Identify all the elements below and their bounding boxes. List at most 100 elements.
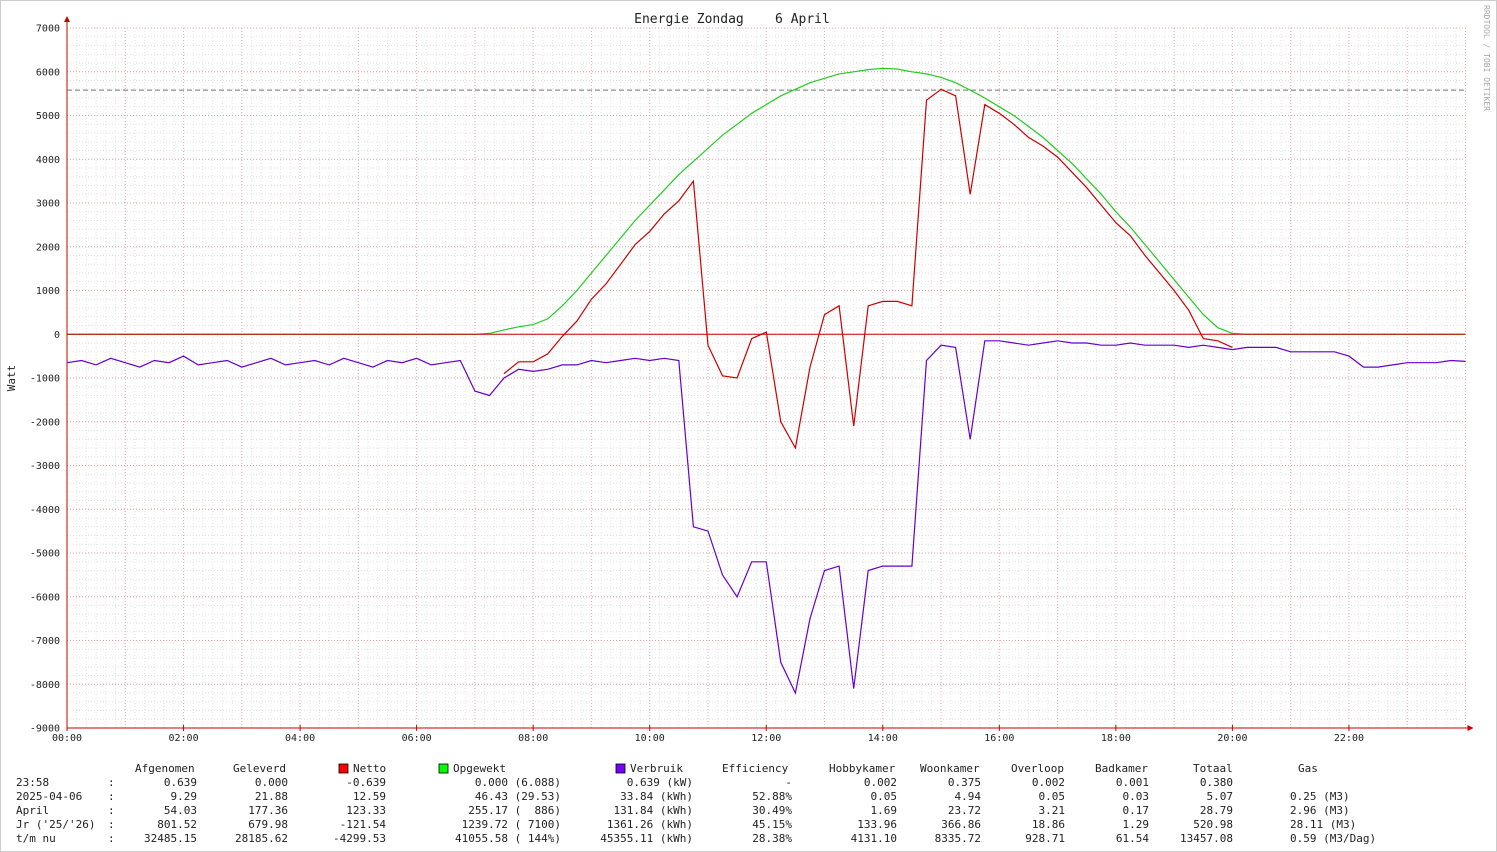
- y-tick-label: 4000: [36, 155, 60, 166]
- y-tick-label: 2000: [36, 242, 60, 253]
- axis-arrow: [1467, 725, 1474, 731]
- table-cell: 32485.15: [144, 832, 197, 845]
- row-separator: :: [108, 832, 115, 845]
- table-cell: 366.86: [941, 818, 981, 831]
- x-tick-label: 04:00: [285, 733, 315, 744]
- row-label: April: [16, 804, 49, 817]
- y-tick-label: 7000: [36, 24, 60, 35]
- x-tick-label: 00:00: [52, 733, 82, 744]
- table-cell: 0.380: [1200, 776, 1233, 789]
- y-tick-label: 3000: [36, 199, 60, 210]
- table-cell: 28.79: [1200, 804, 1233, 817]
- x-tick-label: 20:00: [1217, 733, 1247, 744]
- column-header: Gas: [1298, 762, 1318, 775]
- table-cell: 3.21: [1039, 804, 1066, 817]
- y-tick-label: -3000: [30, 461, 60, 472]
- column-header: Hobbykamer: [829, 762, 896, 775]
- table-cell: -0.639: [346, 776, 386, 789]
- x-tick-label: 08:00: [518, 733, 548, 744]
- table-cell: 0.59 (M3/Dag): [1290, 832, 1376, 845]
- row-label: t/m nu: [16, 832, 56, 845]
- y-tick-label: -6000: [30, 592, 60, 603]
- table-cell: 0.05: [871, 790, 898, 803]
- table-cell: 52.88%: [752, 790, 792, 803]
- y-axis-label: Watt: [5, 365, 18, 392]
- table-cell: 133.96: [857, 818, 897, 831]
- axis-arrow: [64, 16, 70, 22]
- row-label: Jr ('25/'26): [16, 818, 95, 831]
- table-cell: 679.98: [248, 818, 288, 831]
- series-line: [66, 340, 1466, 695]
- table-cell: 45355.11 (kWh): [600, 832, 693, 845]
- table-cell: 520.98: [1193, 818, 1233, 831]
- x-tick-label: 12:00: [751, 733, 781, 744]
- y-tick-label: 5000: [36, 111, 60, 122]
- table-cell: 13457.08: [1180, 832, 1233, 845]
- y-tick-label: -1000: [30, 374, 60, 385]
- table-cell: 54.03: [164, 804, 197, 817]
- table-cell: 9.29: [171, 790, 198, 803]
- y-tick-label: 1000: [36, 286, 60, 297]
- table-cell: 12.59: [353, 790, 386, 803]
- legend-label: Netto: [353, 762, 386, 775]
- table-cell: 18.86: [1032, 818, 1065, 831]
- legend-label: Verbruik: [630, 762, 683, 775]
- y-tick-label: -2000: [30, 417, 60, 428]
- column-header: Efficiency: [722, 762, 789, 775]
- x-tick-label: 10:00: [635, 733, 665, 744]
- x-tick-label: 14:00: [868, 733, 898, 744]
- table-cell: 0.25 (M3): [1290, 790, 1350, 803]
- x-tick-label: 02:00: [168, 733, 198, 744]
- table-cell: 131.84 (kWh): [614, 804, 693, 817]
- watermark: RRDTOOL / TOBI OETIKER: [1482, 5, 1491, 111]
- y-tick-label: -4000: [30, 505, 60, 516]
- column-header: Afgenomen: [135, 762, 195, 775]
- row-label: 23:58: [16, 776, 49, 789]
- table-cell: 1.29: [1123, 818, 1150, 831]
- table-cell: -4299.53: [333, 832, 386, 845]
- table-cell: 1.69: [871, 804, 898, 817]
- table-cell: 46.43 (29.53): [475, 790, 561, 803]
- table-cell: 28185.62: [235, 832, 288, 845]
- table-cell: 28.11 (M3): [1290, 818, 1356, 831]
- series-line: [503, 88, 1233, 450]
- table-cell: -121.54: [340, 818, 387, 831]
- x-tick-label: 18:00: [1101, 733, 1131, 744]
- table-cell: 0.17: [1123, 804, 1150, 817]
- table-cell: -: [785, 776, 792, 789]
- table-cell: 0.001: [1116, 776, 1149, 789]
- table-cell: 1239.72 ( 7100): [462, 818, 561, 831]
- column-header: Geleverd: [233, 762, 286, 775]
- legend-swatch: [615, 763, 626, 774]
- table-cell: 0.639 (kW): [627, 776, 693, 789]
- table-cell: 0.639: [164, 776, 197, 789]
- table-cell: 1361.26 (kWh): [607, 818, 693, 831]
- table-cell: 33.84 (kWh): [620, 790, 693, 803]
- x-tick-label: 16:00: [984, 733, 1014, 744]
- y-tick-label: -9000: [30, 724, 60, 735]
- legend-label: Opgewekt: [453, 762, 506, 775]
- column-header: Overloop: [1011, 762, 1064, 775]
- table-cell: 928.71: [1025, 832, 1065, 845]
- row-label: 2025-04-06: [16, 790, 82, 803]
- table-cell: 45.15%: [752, 818, 792, 831]
- row-separator: :: [108, 790, 115, 803]
- x-tick-label: 06:00: [402, 733, 432, 744]
- table-cell: 61.54: [1116, 832, 1149, 845]
- column-header: Totaal: [1193, 762, 1233, 775]
- y-tick-label: 0: [54, 330, 60, 341]
- y-tick-label: -7000: [30, 636, 60, 647]
- row-separator: :: [108, 776, 115, 789]
- y-tick-label: -5000: [30, 549, 60, 560]
- table-cell: 0.375: [948, 776, 981, 789]
- column-header: Badkamer: [1095, 762, 1148, 775]
- legend-swatch: [438, 763, 449, 774]
- table-cell: 23.72: [948, 804, 981, 817]
- row-separator: :: [108, 818, 115, 831]
- column-header: Woonkamer: [920, 762, 980, 775]
- table-cell: 4131.10: [851, 832, 897, 845]
- table-cell: 0.03: [1123, 790, 1150, 803]
- table-cell: 21.88: [255, 790, 288, 803]
